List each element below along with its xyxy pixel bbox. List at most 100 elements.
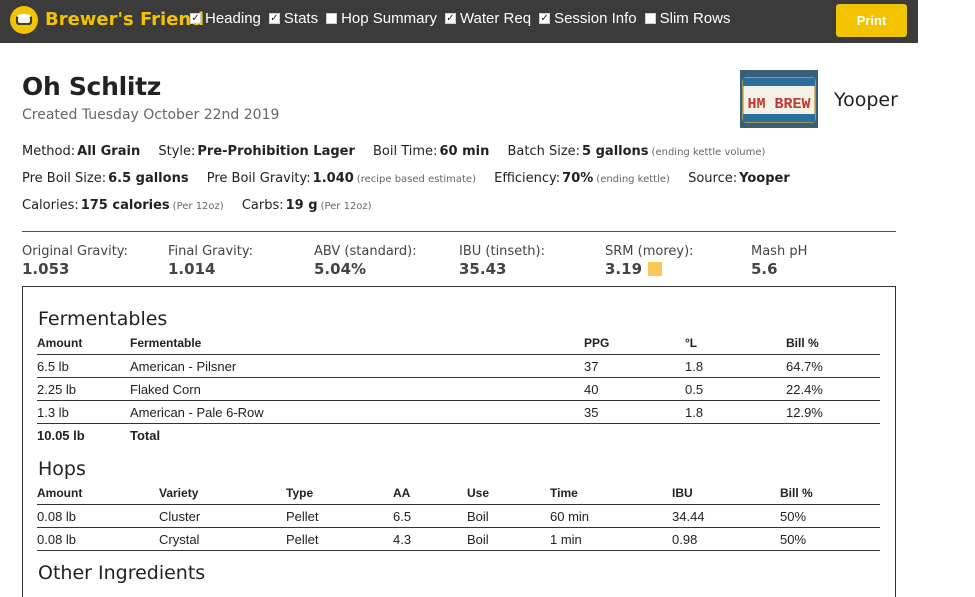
col-variety: Variety xyxy=(159,485,286,505)
cell-bill: 50% xyxy=(780,504,880,528)
toggle-session-info[interactable]: ✓ Session Info xyxy=(539,10,637,27)
stat-ibu-value: 35.43 xyxy=(459,260,507,278)
checkbox-hop-summary[interactable] xyxy=(326,13,338,24)
cell-ppg: 37 xyxy=(584,354,685,378)
cell-type: Pellet xyxy=(286,504,393,528)
toggle-slim-rows[interactable]: Slim Rows xyxy=(644,10,731,27)
col-fermentable: Fermentable xyxy=(130,335,584,355)
toggle-session-info-label: Session Info xyxy=(554,10,637,27)
batch-size-value: 5 gallons xyxy=(582,144,649,159)
toggle-water-req-label: Water Req xyxy=(459,10,532,27)
col-type: Type xyxy=(286,485,393,505)
cell-lovibond: 1.8 xyxy=(685,400,786,424)
calories-note: (Per 12oz) xyxy=(172,201,224,212)
cell-ppg: 40 xyxy=(584,377,685,401)
table-header-row: Amount Variety Type AA Use Time IBU Bill… xyxy=(37,485,880,505)
col-bill: Bill % xyxy=(780,485,880,505)
ingredients-panel: Fermentables Amount Fermentable PPG °L B… xyxy=(22,286,896,597)
preboil-gravity-note: (recipe based estimate) xyxy=(356,174,476,185)
table-header-row: Amount Fermentable PPG °L Bill % xyxy=(37,335,880,355)
col-use: Use xyxy=(467,485,550,505)
preboil-gravity-value: 1.040 xyxy=(312,171,354,186)
cell-type: Pellet xyxy=(286,527,393,551)
view-toggles: ✓ Heading ✓ Stats Hop Summary ✓ Water Re… xyxy=(190,10,738,27)
cell-amount: 2.25 lb xyxy=(37,377,130,401)
created-date: Created Tuesday October 22nd 2019 xyxy=(22,107,280,123)
col-amount: Amount xyxy=(37,485,159,505)
checkbox-water-req[interactable]: ✓ xyxy=(444,12,456,24)
cell-amount: 0.08 lb xyxy=(37,504,159,528)
stat-ibu: IBU (tinseth): 35.43 xyxy=(459,244,545,278)
cell-bill: 50% xyxy=(780,527,880,551)
cell-time: 1 min xyxy=(550,527,672,551)
checkbox-session-info[interactable]: ✓ xyxy=(539,12,551,24)
top-toolbar: Brewer's Friend ✓ Heading ✓ Stats Hop Su… xyxy=(0,0,918,43)
brand-name[interactable]: Brewer's Friend xyxy=(45,9,205,30)
col-aa: AA xyxy=(393,485,467,505)
col-amount: Amount xyxy=(37,335,130,355)
stat-srm-label: SRM (morey): xyxy=(605,244,694,259)
cell-bill: 22.4% xyxy=(786,377,880,401)
checkbox-stats[interactable]: ✓ xyxy=(268,12,280,24)
cell-aa: 6.5 xyxy=(393,504,467,528)
cell-variety[interactable]: Cluster xyxy=(159,504,286,528)
method-label: Method: xyxy=(22,144,76,159)
preboil-gravity-label: Pre Boil Gravity: xyxy=(206,171,311,186)
efficiency-note: (ending kettle) xyxy=(596,174,670,185)
source-value: Yooper xyxy=(739,171,790,186)
toggle-stats-label: Stats xyxy=(283,10,319,27)
srm-color-swatch xyxy=(648,262,663,276)
divider xyxy=(22,231,896,232)
source-label: Source: xyxy=(688,171,738,186)
meta-row-1: Method: All Grain Style: Pre-Prohibition L… xyxy=(22,144,779,159)
cell-fermentable[interactable]: American - Pale 6-Row xyxy=(130,400,584,424)
checkbox-heading[interactable]: ✓ xyxy=(190,12,201,24)
col-ibu: IBU xyxy=(672,485,780,505)
stat-mash-ph-label: Mash pH xyxy=(751,244,808,259)
brewers-friend-logo-icon xyxy=(10,6,38,34)
cell-amount: 1.3 lb xyxy=(37,400,130,424)
method-value: All Grain xyxy=(77,144,141,159)
toggle-hop-summary[interactable]: Hop Summary xyxy=(326,10,437,27)
meta-row-3: Calories: 175 calories (Per 12oz) Carbs: 19… xyxy=(22,198,386,213)
stat-mash-ph-value: 5.6 xyxy=(751,260,778,278)
checkbox-slim-rows[interactable] xyxy=(644,13,656,24)
cell-amount: 6.5 lb xyxy=(37,354,130,378)
stat-abv-value: 5.04% xyxy=(314,260,367,278)
cell-ibu: 34.44 xyxy=(672,504,780,528)
boil-time-value: 60 min xyxy=(439,144,490,159)
cell-use: Boil xyxy=(467,504,550,528)
plate-text: HM BREW xyxy=(747,96,810,113)
style-value[interactable]: Pre-Prohibition Lager xyxy=(197,144,355,159)
stat-fg-label: Final Gravity: xyxy=(168,244,254,259)
stat-og-value: 1.053 xyxy=(22,260,70,278)
batch-size-note: (ending kettle volume) xyxy=(651,147,766,158)
other-ingredients-title: Other Ingredients xyxy=(38,562,206,584)
print-button[interactable]: Print xyxy=(836,4,907,37)
cell-variety[interactable]: Crystal xyxy=(159,527,286,551)
brewer-name[interactable]: Yooper xyxy=(834,89,898,111)
toggle-water-req[interactable]: ✓ Water Req xyxy=(444,10,532,27)
stat-srm: SRM (morey): 3.19 xyxy=(605,244,694,278)
toggle-slim-rows-label: Slim Rows xyxy=(659,10,731,27)
fermentables-table: Amount Fermentable PPG °L Bill % 6.5 lb … xyxy=(37,335,880,446)
efficiency-value: 70% xyxy=(562,171,594,186)
hops-table: Amount Variety Type AA Use Time IBU Bill… xyxy=(37,485,880,551)
table-row: 1.3 lb American - Pale 6-Row 35 1.8 12.9… xyxy=(37,400,880,424)
cell-ppg: 35 xyxy=(584,400,685,424)
cell-lovibond: 1.8 xyxy=(685,354,786,378)
cell-fermentable[interactable]: American - Pilsner xyxy=(130,354,584,378)
preboil-size-value: 6.5 gallons xyxy=(108,171,189,186)
table-row: 6.5 lb American - Pilsner 37 1.8 64.7% xyxy=(37,354,880,378)
total-row: 10.05 lb Total xyxy=(37,424,880,447)
boil-time-label: Boil Time: xyxy=(373,144,438,159)
cell-aa: 4.3 xyxy=(393,527,467,551)
stat-fg-value: 1.014 xyxy=(168,260,216,278)
toggle-heading-label: Heading xyxy=(205,10,261,27)
col-ppg: PPG xyxy=(584,335,685,355)
stat-abv: ABV (standard): 5.04% xyxy=(314,244,417,278)
cell-fermentable[interactable]: Flaked Corn xyxy=(130,377,584,401)
toggle-heading[interactable]: ✓ Heading xyxy=(190,10,261,27)
toggle-stats[interactable]: ✓ Stats xyxy=(268,10,319,27)
col-bill: Bill % xyxy=(786,335,880,355)
